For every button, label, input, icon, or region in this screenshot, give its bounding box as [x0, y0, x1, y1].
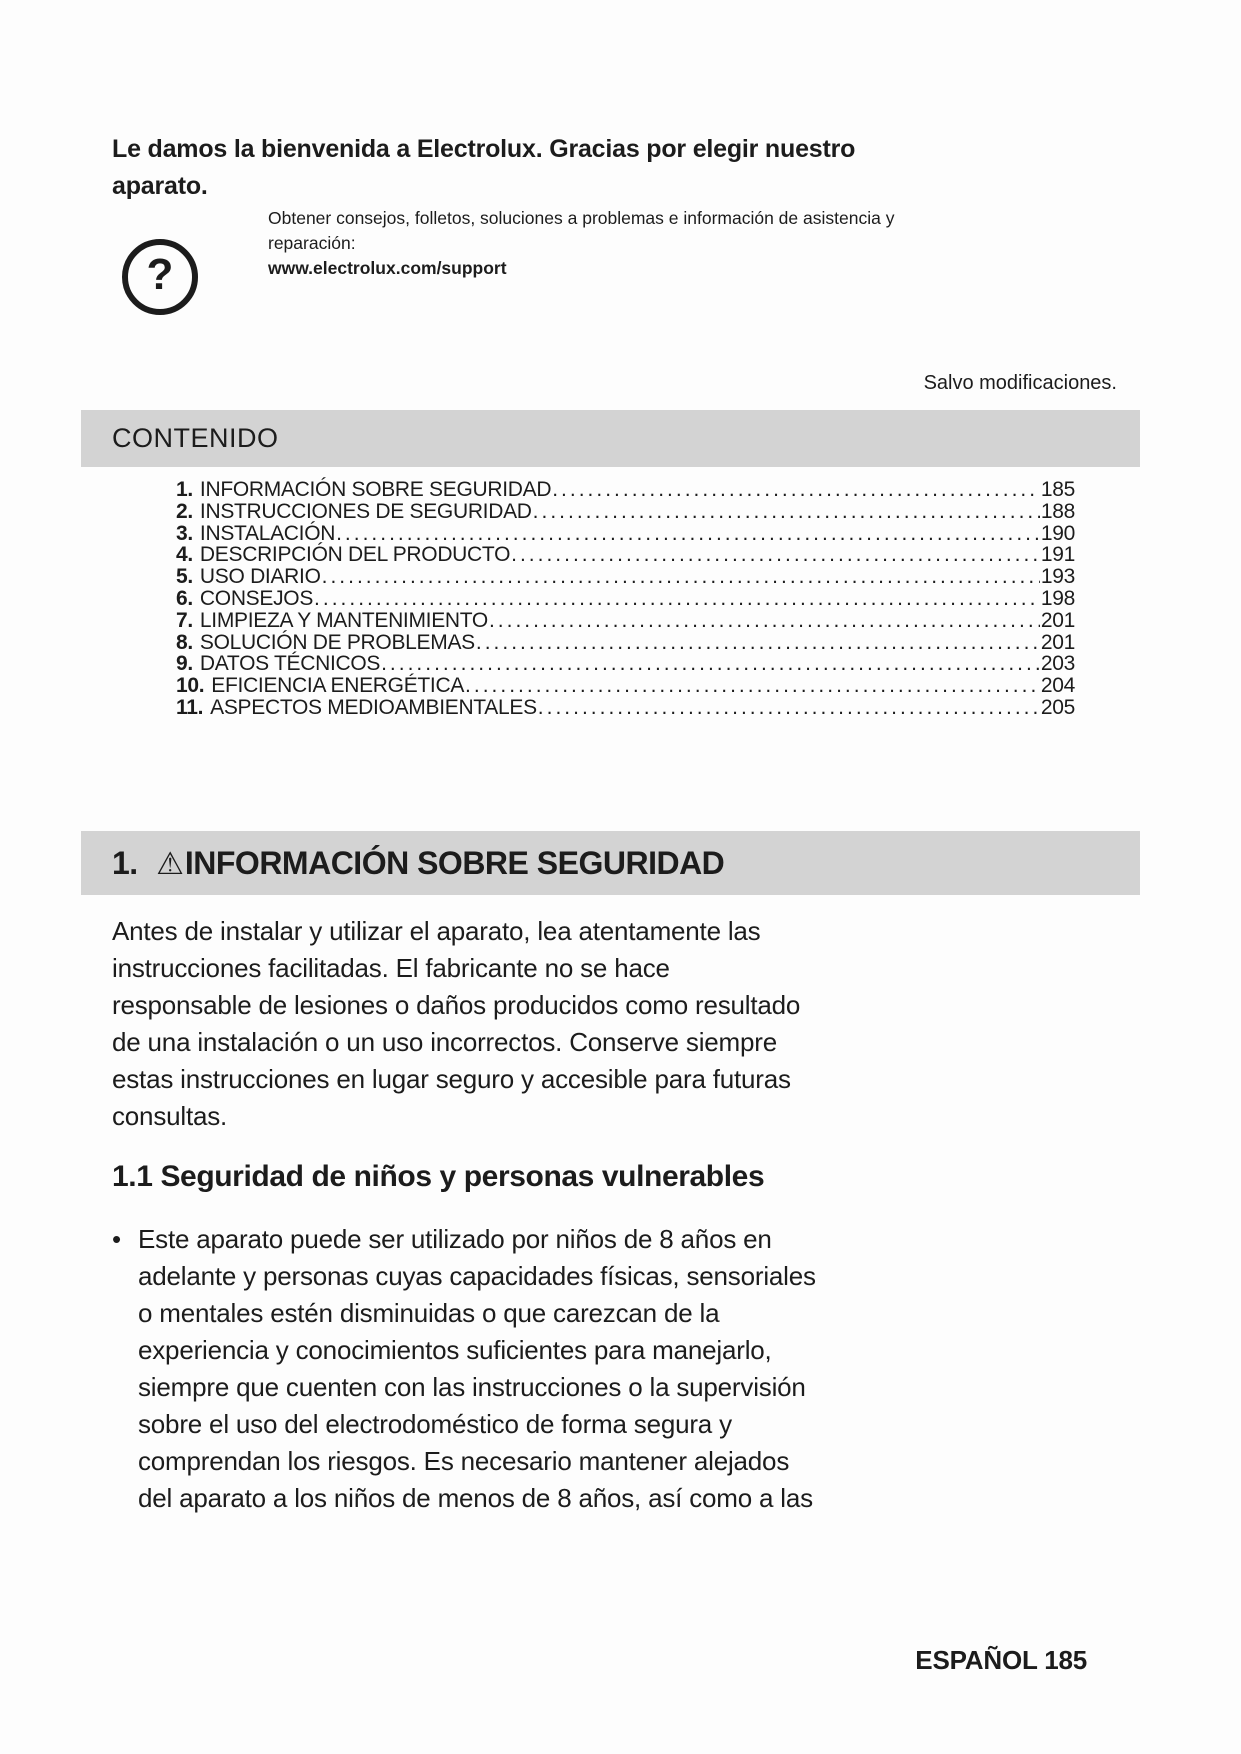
toc-item[interactable]: 3. INSTALACIÓN 190 — [176, 521, 1075, 545]
toc-item[interactable]: 11. ASPECTOS MEDIOAMBIENTALES 205 — [176, 697, 1075, 719]
toc-item-page: 191 — [1040, 543, 1075, 567]
toc-item-page: 205 — [1040, 695, 1075, 719]
toc-dot-leader — [533, 501, 1040, 523]
toc-dot-leader — [381, 653, 1040, 675]
toc-item-title: SOLUCIÓN DE PROBLEMAS — [199, 630, 475, 654]
toc-item-page: 193 — [1040, 565, 1075, 589]
question-mark-glyph: ? — [146, 250, 174, 299]
contents-title: CONTENIDO — [112, 423, 279, 453]
section-1-intro-paragraph: Antes de instalar y utilizar el aparato,… — [112, 916, 801, 1131]
toc-item-page: 188 — [1040, 499, 1075, 523]
toc-item[interactable]: 8. SOLUCIÓN DE PROBLEMAS 201 — [176, 630, 1075, 654]
toc-item-number: 1. — [176, 478, 193, 501]
toc-item-number: 4. — [176, 543, 193, 567]
toc-dot-leader — [511, 544, 1040, 566]
toc-item[interactable]: 9. DATOS TÉCNICOS 203 — [176, 653, 1075, 675]
toc-item-page: 185 — [1040, 478, 1075, 501]
toc-item-number: 5. — [176, 565, 193, 589]
toc-dot-leader — [538, 697, 1040, 719]
toc-dot-leader — [322, 566, 1040, 588]
toc-item-number: 8. — [176, 630, 193, 654]
support-url-link[interactable]: www.electrolux.com/support — [268, 258, 507, 278]
toc-item-page: 190 — [1040, 521, 1075, 545]
toc-item[interactable]: 4. DESCRIPCIÓN DEL PRODUCTO 191 — [176, 544, 1075, 566]
toc-item-number: 7. — [176, 608, 193, 632]
bullet-marker: • — [112, 1224, 121, 1254]
toc-item[interactable]: 1. INFORMACIÓN SOBRE SEGURIDAD 185 — [176, 479, 1075, 501]
toc-dot-leader — [552, 479, 1040, 501]
bullet-item: • Este aparato puede ser utilizado por n… — [112, 1221, 1062, 1517]
toc-item-title: DATOS TÉCNICOS — [199, 652, 381, 676]
toc-item-page: 204 — [1040, 674, 1075, 698]
toc-dot-leader — [314, 588, 1040, 610]
toc-item-title: CONSEJOS — [199, 586, 314, 610]
toc-item-title: DESCRIPCIÓN DEL PRODUCTO — [199, 543, 511, 567]
toc-item-number: 10. — [176, 674, 205, 698]
table-of-contents: 1. INFORMACIÓN SOBRE SEGURIDAD 185 2. IN… — [176, 479, 1075, 719]
toc-item-page: 201 — [1040, 608, 1075, 632]
subsection-1-1-title: 1.1 Seguridad de niños y personas vulner… — [112, 1160, 765, 1193]
toc-dot-leader — [465, 675, 1040, 697]
toc-item-number: 11. — [176, 695, 204, 719]
toc-item-number: 6. — [176, 586, 193, 610]
toc-item[interactable]: 6. CONSEJOS 198 — [176, 588, 1075, 610]
warning-triangle-icon: ⚠ — [156, 845, 184, 881]
toc-item-title: INSTRUCCIONES DE SEGURIDAD — [199, 499, 532, 523]
toc-item[interactable]: 5. USO DIARIO 193 — [176, 566, 1075, 588]
modifications-note: Salvo modificaciones. — [923, 372, 1117, 394]
toc-item-number: 2. — [176, 499, 193, 523]
toc-dot-leader — [476, 632, 1040, 654]
toc-item[interactable]: 2. INSTRUCCIONES DE SEGURIDAD 188 — [176, 499, 1075, 523]
toc-item-title: INSTALACIÓN — [199, 521, 336, 545]
support-note: Obtener consejos, folletos, soluciones a… — [268, 208, 895, 253]
toc-item-number: 3. — [176, 521, 193, 545]
section-1-header-bar: 1. ⚠ INFORMACIÓN SOBRE SEGURIDAD — [81, 831, 1140, 895]
toc-item-page: 198 — [1040, 586, 1075, 610]
welcome-heading: Le damos la bienvenida a Electrolux. Gra… — [112, 135, 856, 200]
section-1-title: INFORMACIÓN SOBRE SEGURIDAD — [184, 844, 725, 881]
toc-item-title: INFORMACIÓN SOBRE SEGURIDAD — [199, 478, 552, 501]
contents-header-bar: CONTENIDO — [81, 410, 1140, 467]
toc-dot-leader — [489, 610, 1040, 632]
bullet-text: Este aparato puede ser utilizado por niñ… — [138, 1224, 816, 1513]
toc-item-title: ASPECTOS MEDIOAMBIENTALES — [210, 695, 537, 719]
toc-item-page: 203 — [1040, 652, 1075, 676]
toc-item[interactable]: 7. LIMPIEZA Y MANTENIMIENTO 201 — [176, 608, 1075, 632]
toc-item[interactable]: 10. EFICIENCIA ENERGÉTICA 204 — [176, 675, 1075, 697]
toc-item-number: 9. — [176, 652, 193, 676]
toc-item-title: LIMPIEZA Y MANTENIMIENTO — [199, 608, 488, 632]
toc-item-page: 201 — [1040, 630, 1075, 654]
page-footer: ESPAÑOL 185 — [915, 1645, 1087, 1675]
toc-item-title: USO DIARIO — [199, 565, 321, 589]
question-mark-circle-icon: ? — [122, 239, 198, 315]
toc-item-title: EFICIENCIA ENERGÉTICA — [211, 674, 465, 698]
toc-dot-leader — [336, 523, 1040, 545]
section-1-number: 1. — [112, 844, 147, 881]
